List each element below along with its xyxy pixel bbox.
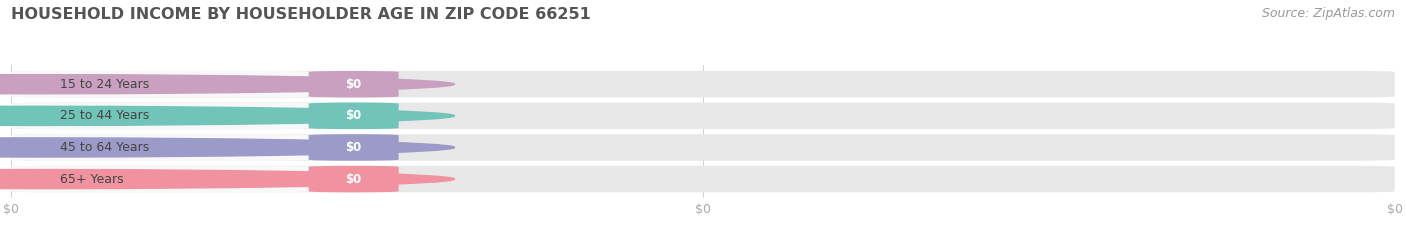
FancyBboxPatch shape [11, 134, 309, 161]
Text: 45 to 64 Years: 45 to 64 Years [59, 141, 149, 154]
FancyBboxPatch shape [11, 166, 1395, 192]
Text: Source: ZipAtlas.com: Source: ZipAtlas.com [1261, 7, 1395, 20]
Text: 25 to 44 Years: 25 to 44 Years [59, 109, 149, 122]
Text: HOUSEHOLD INCOME BY HOUSEHOLDER AGE IN ZIP CODE 66251: HOUSEHOLD INCOME BY HOUSEHOLDER AGE IN Z… [11, 7, 591, 22]
Text: 15 to 24 Years: 15 to 24 Years [59, 78, 149, 91]
Circle shape [0, 106, 454, 125]
FancyBboxPatch shape [11, 103, 1395, 129]
Text: $0: $0 [346, 141, 361, 154]
FancyBboxPatch shape [309, 71, 399, 97]
FancyBboxPatch shape [11, 134, 1395, 161]
FancyBboxPatch shape [309, 166, 399, 192]
FancyBboxPatch shape [309, 103, 399, 129]
FancyBboxPatch shape [11, 166, 309, 192]
FancyBboxPatch shape [11, 71, 1395, 97]
Text: $0: $0 [346, 109, 361, 122]
Text: $0: $0 [346, 173, 361, 185]
Circle shape [0, 75, 454, 94]
FancyBboxPatch shape [309, 134, 399, 161]
Circle shape [0, 170, 454, 189]
Text: $0: $0 [346, 78, 361, 91]
Circle shape [0, 138, 454, 157]
FancyBboxPatch shape [11, 71, 309, 97]
Text: 65+ Years: 65+ Years [59, 173, 124, 185]
FancyBboxPatch shape [11, 103, 309, 129]
